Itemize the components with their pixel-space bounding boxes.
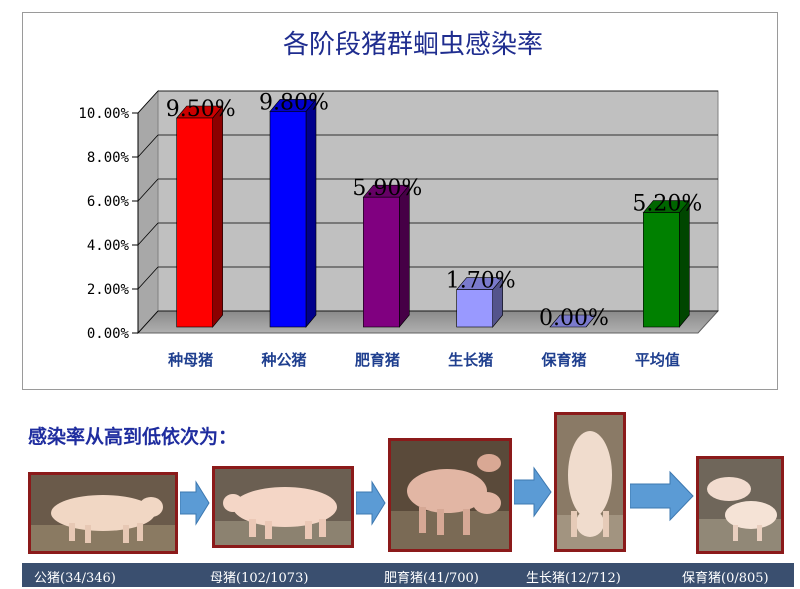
bar-data-label: 0.00% (539, 306, 609, 331)
growing-pig-photo (554, 412, 626, 552)
bar-data-label: 5.90% (352, 176, 422, 201)
chart-side-wall (137, 89, 159, 335)
bar-3 (362, 184, 410, 328)
gridline-side (137, 178, 159, 202)
bar-2 (269, 98, 317, 328)
x-category-label: 保育猪 (540, 351, 586, 369)
arrow-right-icon (630, 470, 694, 522)
bar-chart: 各阶段猪群蛔虫感染率 0.00% 2.00% 4.00% 6.00% 8.00% 10.0… (78, 30, 720, 369)
x-category-label: 种母猪 (167, 351, 213, 369)
bar-data-label: 9.80% (259, 90, 329, 115)
sow-photo (212, 466, 354, 548)
gridline-side (137, 310, 159, 334)
x-category-label: 肥育猪 (355, 351, 400, 369)
y-tick-label: 10.00% (78, 106, 129, 122)
bar-1 (176, 105, 224, 328)
boar-caption: 公猪(34/346) (34, 571, 116, 586)
gridline-side (137, 266, 159, 290)
bar-data-label: 1.70% (446, 269, 516, 294)
bar-5 (549, 314, 597, 328)
y-tick-label: 6.00% (87, 194, 130, 210)
bar-top (549, 314, 597, 328)
bar-front (643, 212, 680, 328)
chart-floor (136, 310, 720, 334)
y-tick-label: 8.00% (87, 150, 130, 166)
bar-front (363, 196, 400, 328)
sow-caption: 母猪(102/1073) (210, 571, 309, 586)
bar-front (269, 111, 307, 328)
bar-front (176, 117, 213, 328)
chart-back-wall (157, 90, 719, 312)
chart-title: 各阶段猪群蛔虫感染率 (283, 30, 543, 60)
bar-side (305, 98, 317, 328)
gridline-side (137, 90, 159, 114)
gridline-side (137, 222, 159, 246)
growing-pig-caption: 生长猪(12/712) (526, 571, 621, 586)
bar-data-label: 5.20% (632, 192, 702, 217)
nursery-pig-photo (696, 456, 784, 554)
y-tick-label: 4.00% (87, 238, 130, 254)
bar-4 (456, 276, 504, 328)
arrow-right-icon (514, 466, 552, 518)
finishing-pig-photo (388, 438, 512, 552)
y-tick-label: 0.00% (87, 326, 130, 342)
gridline-side (137, 134, 159, 158)
bar-side (212, 105, 223, 328)
bar-side (679, 199, 690, 328)
x-category-label: 平均值 (635, 351, 680, 369)
boar-photo (28, 472, 178, 554)
finishing-pig-caption: 肥育猪(41/700) (384, 571, 479, 586)
x-category-label: 种公猪 (260, 351, 306, 369)
y-tick-label: 2.00% (87, 282, 130, 298)
bar-side (399, 184, 410, 328)
bar-6 (642, 199, 690, 328)
caption-bar (22, 563, 794, 587)
chart-panel: 各阶段猪群蛔虫感染率 0.00% 2.00% 4.00% 6.00% 8.00% 10.0… (22, 12, 778, 390)
ranking-heading: 感染率从高到低依次为： (28, 426, 238, 448)
arrow-right-icon (356, 480, 386, 526)
x-category-label: 生长猪 (448, 351, 493, 369)
bar-front (456, 289, 493, 328)
arrow-right-icon (180, 480, 210, 526)
nursery-pig-caption: 保育猪(0/805) (682, 571, 769, 586)
bar-data-label: 9.50% (166, 97, 236, 122)
